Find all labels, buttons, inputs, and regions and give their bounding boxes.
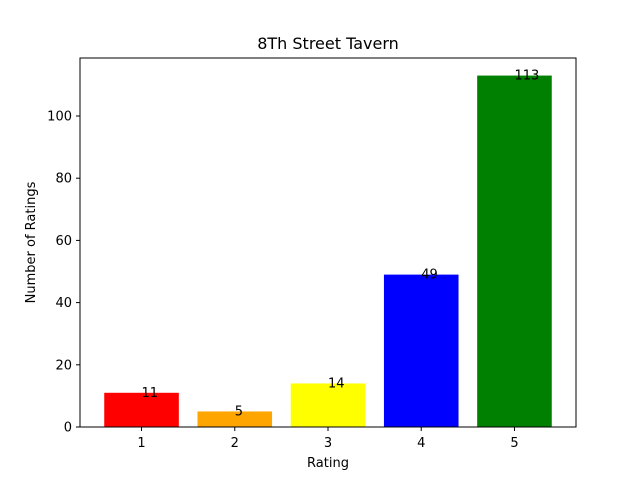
data-labels-group: 11 5 14 49 113 xyxy=(142,69,540,420)
y-axis-label: Number of Ratings xyxy=(24,181,39,303)
y-tick-label: 0 xyxy=(64,421,72,436)
chart-title: 8Th Street Tavern xyxy=(257,34,399,53)
bar-rating-4 xyxy=(383,274,459,427)
data-label-rating-1: 11 xyxy=(142,386,159,401)
plot-frame xyxy=(79,57,577,428)
x-tick-label: 1 xyxy=(137,436,145,451)
y-tick-label: 40 xyxy=(55,296,72,311)
bar-rating-5 xyxy=(477,75,552,427)
y-axis: 0 20 40 60 80 100 xyxy=(47,110,80,436)
y-tick-label: 20 xyxy=(55,358,72,373)
x-tick-label: 5 xyxy=(510,436,518,451)
x-tick-label: 4 xyxy=(417,436,425,451)
data-label-rating-3: 14 xyxy=(328,376,345,391)
x-tick-label: 3 xyxy=(324,436,332,451)
x-axis: 1 2 3 4 5 xyxy=(137,427,519,451)
data-label-rating-2: 5 xyxy=(235,404,243,419)
x-axis-label: Rating xyxy=(307,456,349,471)
bar-rating-3 xyxy=(290,383,366,427)
bars-group xyxy=(104,75,552,427)
data-label-rating-5: 113 xyxy=(514,69,539,84)
bar-rating-2 xyxy=(197,411,273,427)
y-tick-label: 60 xyxy=(55,234,72,249)
x-tick-label: 2 xyxy=(231,436,239,451)
y-tick-label: 100 xyxy=(47,110,72,125)
bar-rating-1 xyxy=(104,392,179,427)
data-label-rating-4: 49 xyxy=(421,268,438,283)
y-tick-label: 80 xyxy=(55,172,72,187)
